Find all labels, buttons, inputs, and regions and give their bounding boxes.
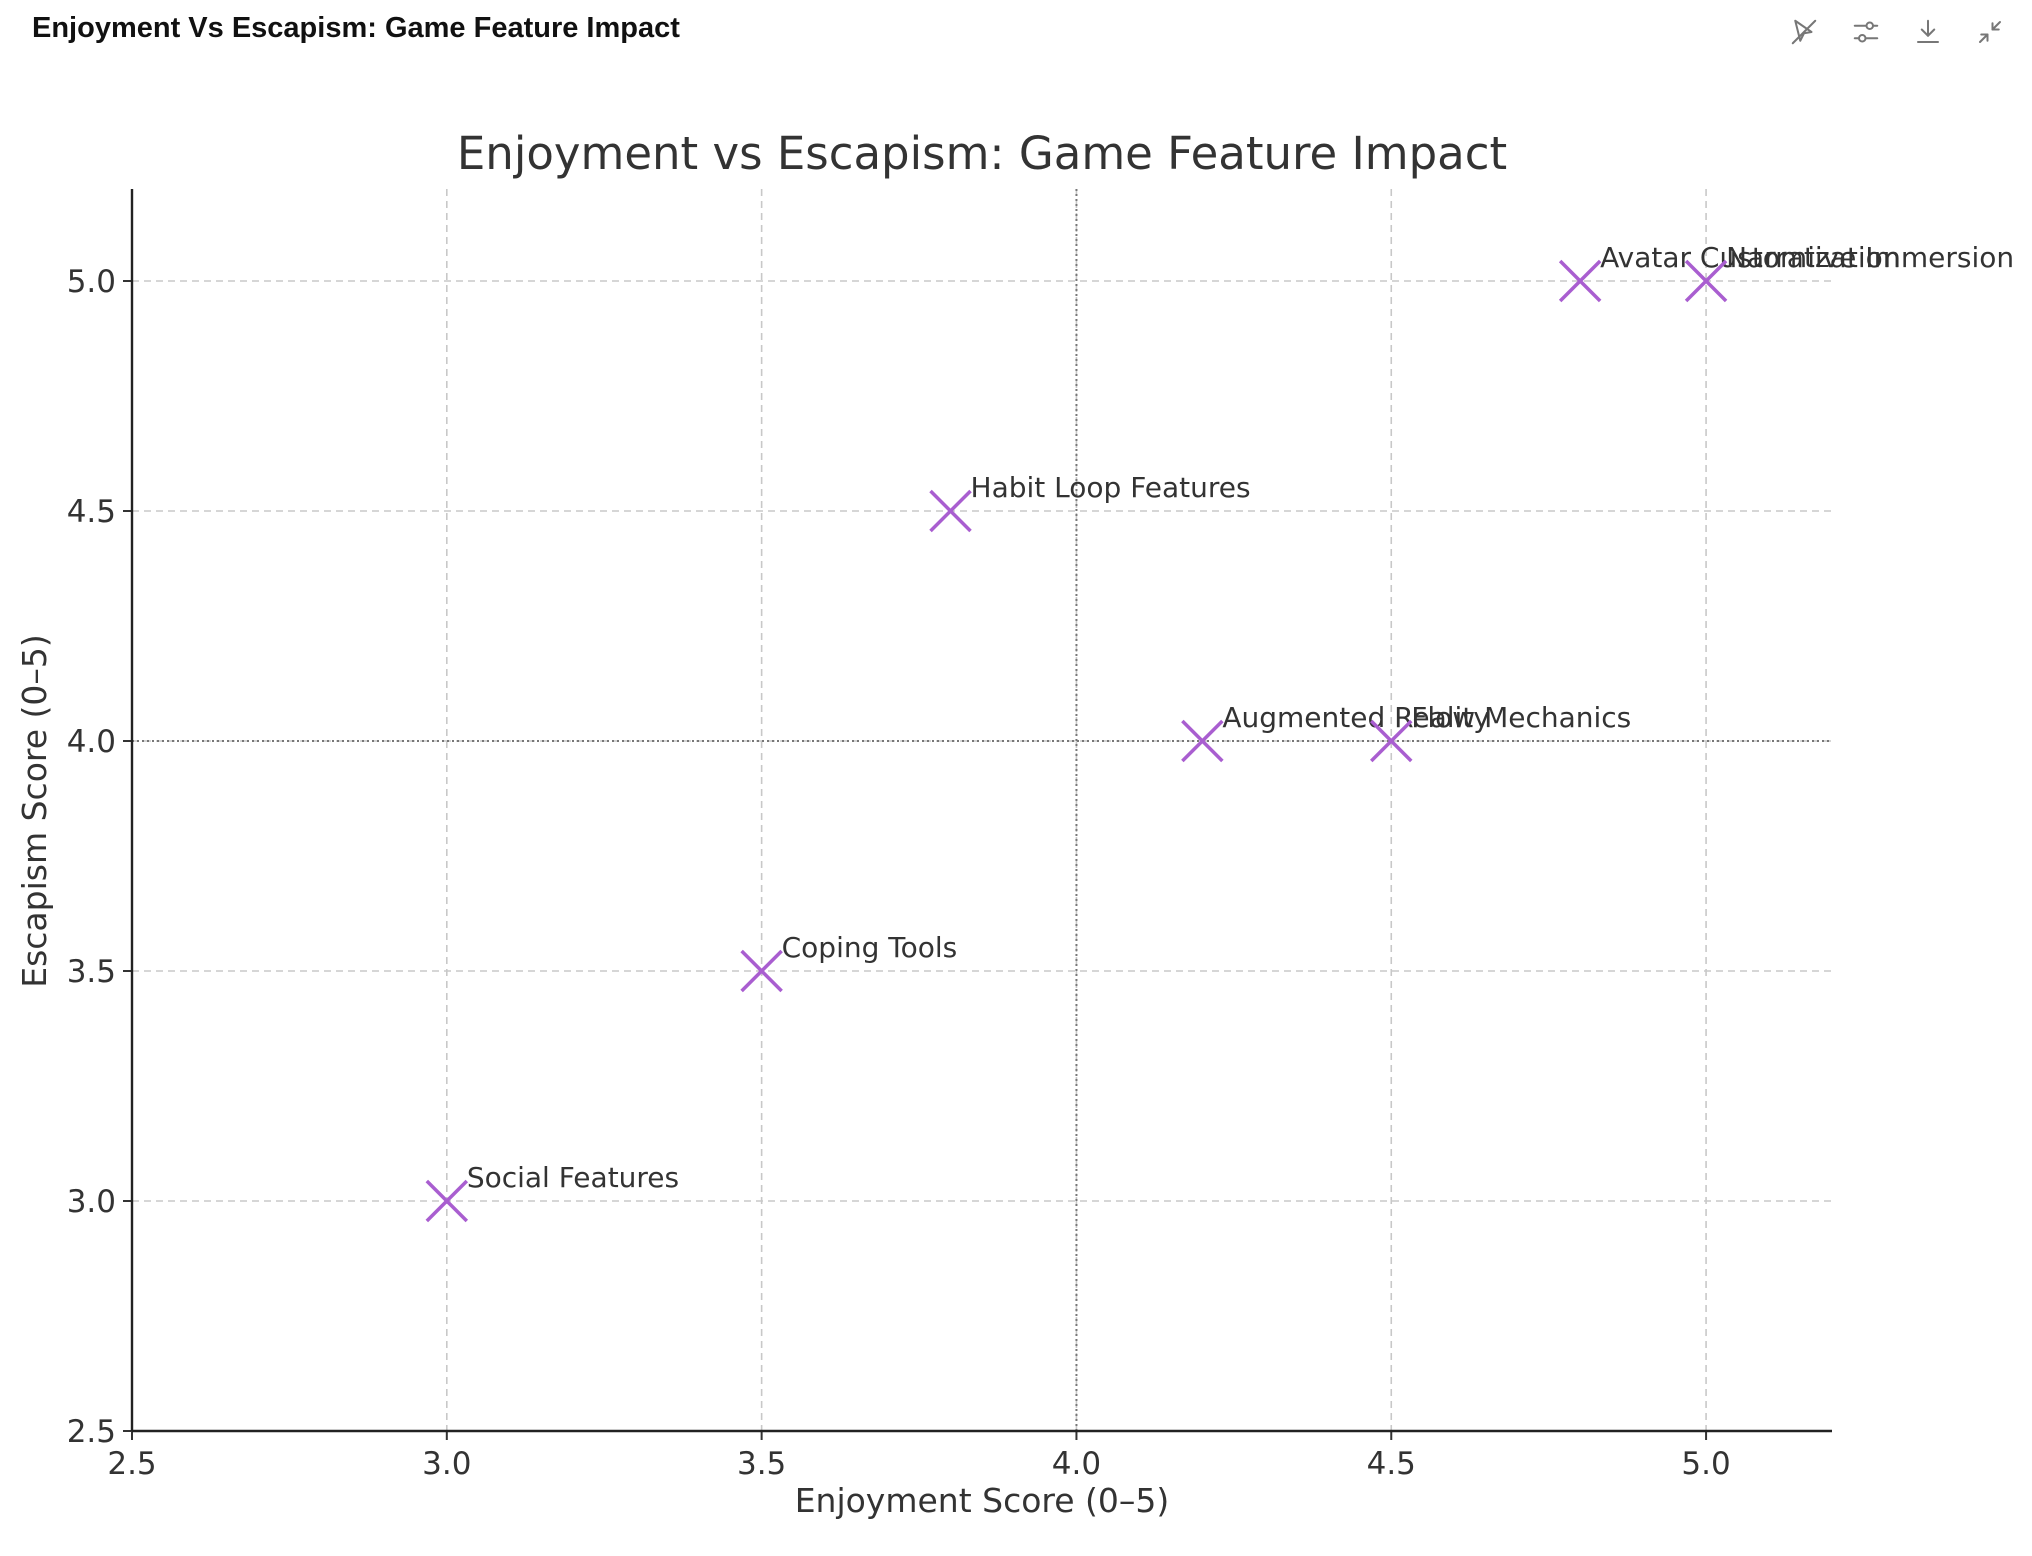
interactive-pointer-button[interactable] xyxy=(1784,12,1824,52)
point-marker xyxy=(425,1179,469,1223)
chart-title: Enjoyment vs Escapism: Game Feature Impa… xyxy=(457,127,1507,180)
download-icon xyxy=(1917,19,1939,43)
x-tick-label: 4.0 xyxy=(1052,1446,1101,1482)
y-tick-label: 5.0 xyxy=(67,264,116,300)
download-button[interactable] xyxy=(1908,12,1948,52)
point-label: Narrative Immersion xyxy=(1726,241,2014,274)
data-point: Augmented Reality xyxy=(1181,701,1490,763)
point-label: Flow Mechanics xyxy=(1411,701,1631,734)
collapse-button[interactable] xyxy=(1970,12,2010,52)
y-axis-label: Escapism Score (0–5) xyxy=(15,634,54,988)
point-marker xyxy=(1181,719,1224,763)
x-axis-label: Enjoyment Score (0–5) xyxy=(795,1481,1170,1520)
x-tick-label: 5.0 xyxy=(1681,1446,1730,1482)
y-tick-label: 2.5 xyxy=(67,1414,116,1450)
data-point: Coping Tools xyxy=(740,931,958,993)
x-tick-label: 4.5 xyxy=(1367,1446,1416,1482)
point-marker xyxy=(929,489,972,533)
point-label: Coping Tools xyxy=(782,931,958,964)
data-point: Narrative Immersion xyxy=(1684,241,2014,303)
point-marker xyxy=(1684,259,1728,303)
point-marker xyxy=(740,949,783,993)
data-point: Habit Loop Features xyxy=(929,471,1251,533)
y-tick-label: 3.5 xyxy=(67,954,116,990)
scatter-chart: Enjoyment vs Escapism: Game Feature Impa… xyxy=(15,127,2014,1520)
x-tick-label: 2.5 xyxy=(107,1446,156,1482)
interactive-pointer-icon xyxy=(1791,19,1817,45)
x-tick-label: 3.5 xyxy=(737,1446,786,1482)
y-tick-label: 4.0 xyxy=(67,724,116,760)
filter-settings-icon xyxy=(1853,21,1879,43)
data-point: Flow Mechanics xyxy=(1370,701,1631,763)
point-marker xyxy=(1370,719,1413,763)
point-label: Augmented Reality xyxy=(1222,701,1490,734)
point-marker xyxy=(1558,259,1602,303)
x-tick-label: 3.0 xyxy=(422,1446,471,1482)
point-label: Habit Loop Features xyxy=(971,471,1251,504)
point-label: Avatar Customization xyxy=(1600,241,1900,274)
collapse-icon xyxy=(1979,21,2001,43)
chart-header: Enjoyment Vs Escapism: Game Feature Impa… xyxy=(0,0,2032,66)
data-point: Social Features xyxy=(425,1161,679,1223)
chart-toolbar xyxy=(1784,12,2010,52)
y-tick-label: 4.5 xyxy=(67,494,116,530)
point-label: Social Features xyxy=(467,1161,679,1194)
filter-settings-button[interactable] xyxy=(1846,12,1886,52)
page-title: Enjoyment Vs Escapism: Game Feature Impa… xyxy=(32,12,680,44)
data-point: Avatar Customization xyxy=(1558,241,1900,303)
y-tick-label: 3.0 xyxy=(67,1184,116,1220)
